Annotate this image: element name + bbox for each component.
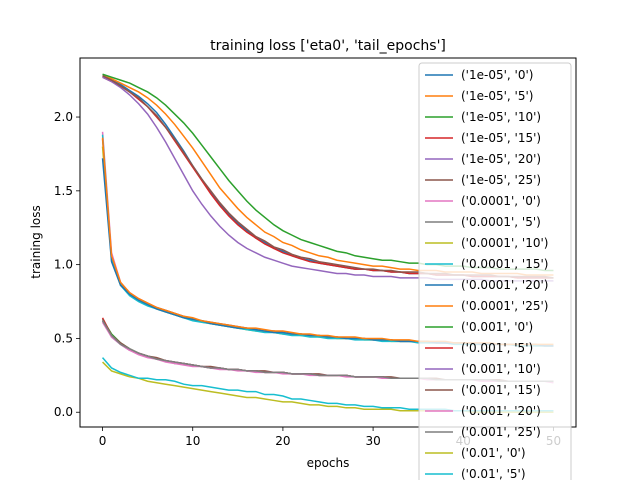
legend-entry: ('0.001', '5')	[461, 341, 533, 355]
legend-entry: ('0.0001', '20')	[461, 278, 548, 292]
axes-frame	[79, 57, 577, 428]
y-axis-label: training loss	[29, 205, 43, 278]
y-tick-label: 1.5	[54, 184, 73, 198]
legend-entry: ('1e-05', '10')	[461, 110, 541, 124]
y-tick-label: 0.5	[54, 331, 73, 345]
x-tick-label: 0	[99, 434, 107, 448]
legend-entry: ('0.0001', '5')	[461, 215, 541, 229]
y-axis: 0.0 0.5 1.0 1.5 2.0	[54, 110, 80, 419]
legend-entry: ('0.001', '10')	[461, 362, 541, 376]
y-tick-label: 0.0	[54, 405, 73, 419]
legend: ('1e-05', '0') ('1e-05', '5') ('1e-05', '1…	[418, 62, 572, 484]
legend-entry: ('1e-05', '15')	[461, 131, 541, 145]
legend-entry: ('0.001', '0')	[461, 320, 533, 334]
legend-box	[418, 62, 572, 484]
legend-entry: ('1e-05', '5')	[461, 89, 533, 103]
legend-entry: ('0.01', '5')	[461, 467, 526, 480]
x-tick-label: 20	[275, 434, 290, 448]
legend-entry: ('0.001', '15')	[461, 383, 541, 397]
legend-entry: ('1e-05', '25')	[461, 173, 541, 187]
legend-entry: ('0.0001', '15')	[461, 257, 548, 271]
legend-entry: ('0.0001', '10')	[461, 236, 548, 250]
legend-entry: ('1e-05', '20')	[461, 152, 541, 166]
y-tick-label: 1.0	[54, 258, 73, 272]
legend-entry: ('0.001', '20')	[461, 404, 541, 418]
x-tick-label: 10	[185, 434, 200, 448]
legend-entry: ('0.001', '25')	[461, 425, 541, 439]
legend-entry: ('0.01', '0')	[461, 446, 526, 460]
legend-entry: ('1e-05', '0')	[461, 68, 533, 82]
chart-title: training loss ['eta0', 'tail_epochs']	[210, 38, 446, 54]
legend-entry: ('0.0001', '25')	[461, 299, 548, 313]
legend-entry: ('0.0001', '0')	[461, 194, 541, 208]
x-axis-label: epochs	[307, 456, 350, 470]
x-tick-label: 30	[365, 434, 380, 448]
y-tick-label: 2.0	[54, 110, 73, 124]
